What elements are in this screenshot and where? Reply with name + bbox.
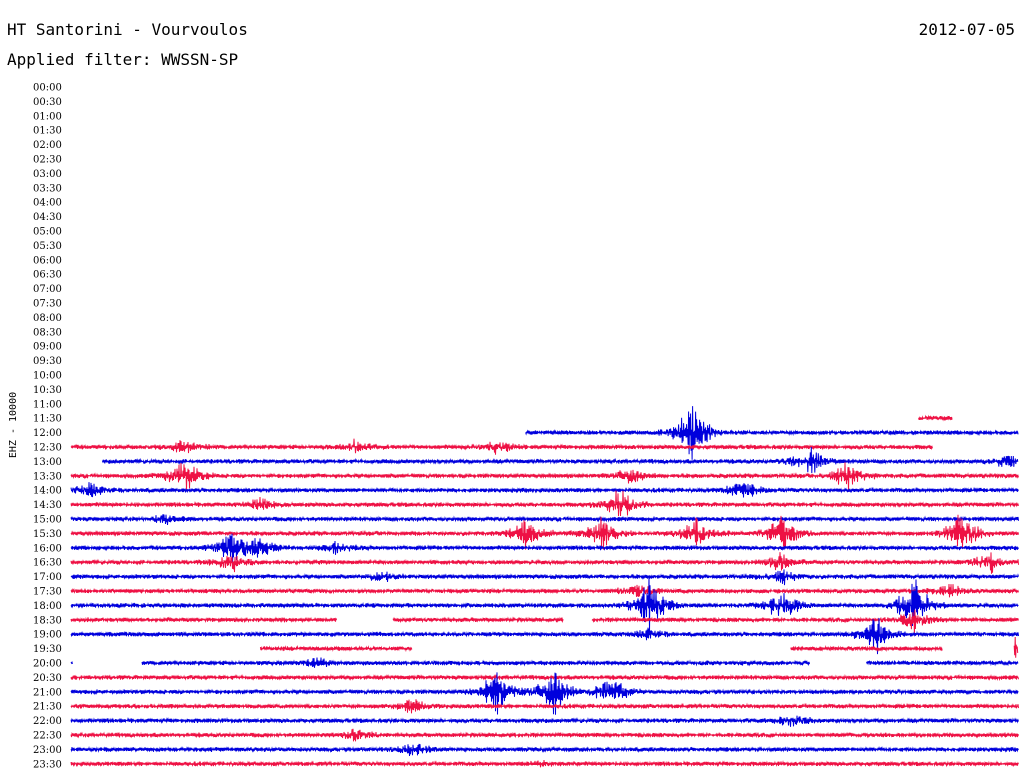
trace-1830-seg2 [591, 609, 1019, 634]
time-tick-labels: 00:00 00:30 01:00 01:30 02:00 02:30 03:00 03:30… [33, 83, 62, 771]
station-title: HT Santorini - Vourvoulos [7, 20, 248, 39]
trace-1900-seg0 [70, 617, 1019, 655]
time-tick-1130: 11:30 [33, 414, 62, 425]
time-tick-0530: 05:30 [33, 241, 62, 252]
time-tick-1730: 17:30 [33, 587, 62, 598]
time-tick-0700: 07:00 [33, 284, 62, 295]
trace-1200-seg0 [525, 406, 1019, 460]
trace-1300-seg0 [101, 446, 1019, 474]
time-tick-0600: 06:00 [33, 255, 62, 266]
trace-2030-seg0 [70, 673, 1019, 682]
time-tick-0730: 07:30 [33, 299, 62, 310]
trace-1230-seg0 [70, 438, 933, 455]
time-tick-2200: 22:00 [33, 716, 62, 727]
time-tick-0930: 09:30 [33, 356, 62, 367]
trace-2000-seg1 [141, 657, 810, 668]
time-tick-2030: 20:30 [33, 673, 62, 684]
trace-1400-seg0 [70, 482, 1019, 498]
time-tick-1500: 15:00 [33, 515, 62, 526]
time-tick-1400: 14:00 [33, 486, 62, 497]
time-tick-0830: 08:30 [33, 327, 62, 338]
time-tick-1900: 19:00 [33, 630, 62, 641]
time-tick-0400: 04:00 [33, 198, 62, 209]
time-tick-1200: 12:00 [33, 428, 62, 439]
time-tick-2130: 21:30 [33, 702, 62, 713]
time-tick-0230: 02:30 [33, 155, 62, 166]
trace-1800-seg0 [70, 576, 1019, 633]
trace-2300-seg0 [70, 743, 1019, 757]
time-tick-2100: 21:00 [33, 687, 62, 698]
time-tick-2000: 20:00 [33, 659, 62, 670]
time-tick-2230: 22:30 [33, 731, 62, 742]
time-tick-1300: 13:00 [33, 457, 62, 468]
time-tick-1030: 10:30 [33, 385, 62, 396]
channel-label: EHZ - 10000 [8, 392, 19, 458]
time-tick-1430: 14:30 [33, 500, 62, 511]
trace-1930-seg1 [790, 644, 943, 652]
time-tick-0000: 00:00 [33, 83, 62, 94]
time-tick-2300: 23:00 [33, 745, 62, 756]
time-tick-1000: 10:00 [33, 371, 62, 382]
time-tick-1600: 16:00 [33, 543, 62, 554]
time-tick-0130: 01:30 [33, 126, 62, 137]
trace-1500-seg0 [70, 514, 1019, 526]
time-tick-0200: 02:00 [33, 140, 62, 151]
trace-2200-seg0 [70, 715, 1019, 727]
trace-1830-seg0 [70, 616, 337, 624]
trace-1730-seg0 [70, 583, 1019, 598]
filter-label: Applied filter: WWSSN-SP [7, 50, 239, 69]
trace-1930-seg0 [259, 644, 413, 653]
time-tick-0500: 05:00 [33, 227, 62, 238]
trace-1700-seg0 [70, 569, 1019, 586]
time-tick-1830: 18:30 [33, 615, 62, 626]
time-tick-1800: 18:00 [33, 601, 62, 612]
time-tick-0300: 03:00 [33, 169, 62, 180]
trace-2100-seg0 [70, 672, 1019, 715]
time-tick-0630: 06:30 [33, 270, 62, 281]
time-tick-1930: 19:30 [33, 644, 62, 655]
time-tick-1230: 12:30 [33, 443, 62, 454]
trace-2000-seg0 [70, 660, 73, 665]
trace-1430-seg0 [70, 490, 1019, 517]
trace-2130-seg0 [70, 699, 1019, 714]
trace-2330-seg0 [70, 760, 1019, 768]
trace-1530-seg0 [70, 514, 1019, 550]
trace-1930-seg2 [1013, 636, 1019, 658]
time-tick-1330: 13:30 [33, 471, 62, 482]
time-tick-1630: 16:30 [33, 558, 62, 569]
time-tick-0800: 08:00 [33, 313, 62, 324]
time-tick-2330: 23:30 [33, 759, 62, 770]
time-tick-0330: 03:30 [33, 183, 62, 194]
trace-1330-seg0 [70, 462, 1019, 492]
time-tick-0030: 00:30 [33, 97, 62, 108]
date-label: 2012-07-05 [918, 20, 1015, 39]
seismic-traces [70, 406, 1019, 768]
time-tick-1530: 15:30 [33, 529, 62, 540]
trace-1830-seg1 [392, 616, 564, 624]
trace-1130-seg0 [918, 414, 953, 422]
trace-2230-seg0 [70, 728, 1019, 742]
time-tick-0900: 09:00 [33, 342, 62, 353]
time-tick-1700: 17:00 [33, 572, 62, 583]
time-tick-0430: 04:30 [33, 212, 62, 223]
trace-1630-seg0 [70, 552, 1019, 574]
trace-1600-seg0 [70, 533, 1019, 568]
time-tick-1100: 11:00 [33, 399, 62, 410]
trace-2000-seg2 [866, 659, 1019, 667]
time-tick-0100: 01:00 [33, 111, 62, 122]
